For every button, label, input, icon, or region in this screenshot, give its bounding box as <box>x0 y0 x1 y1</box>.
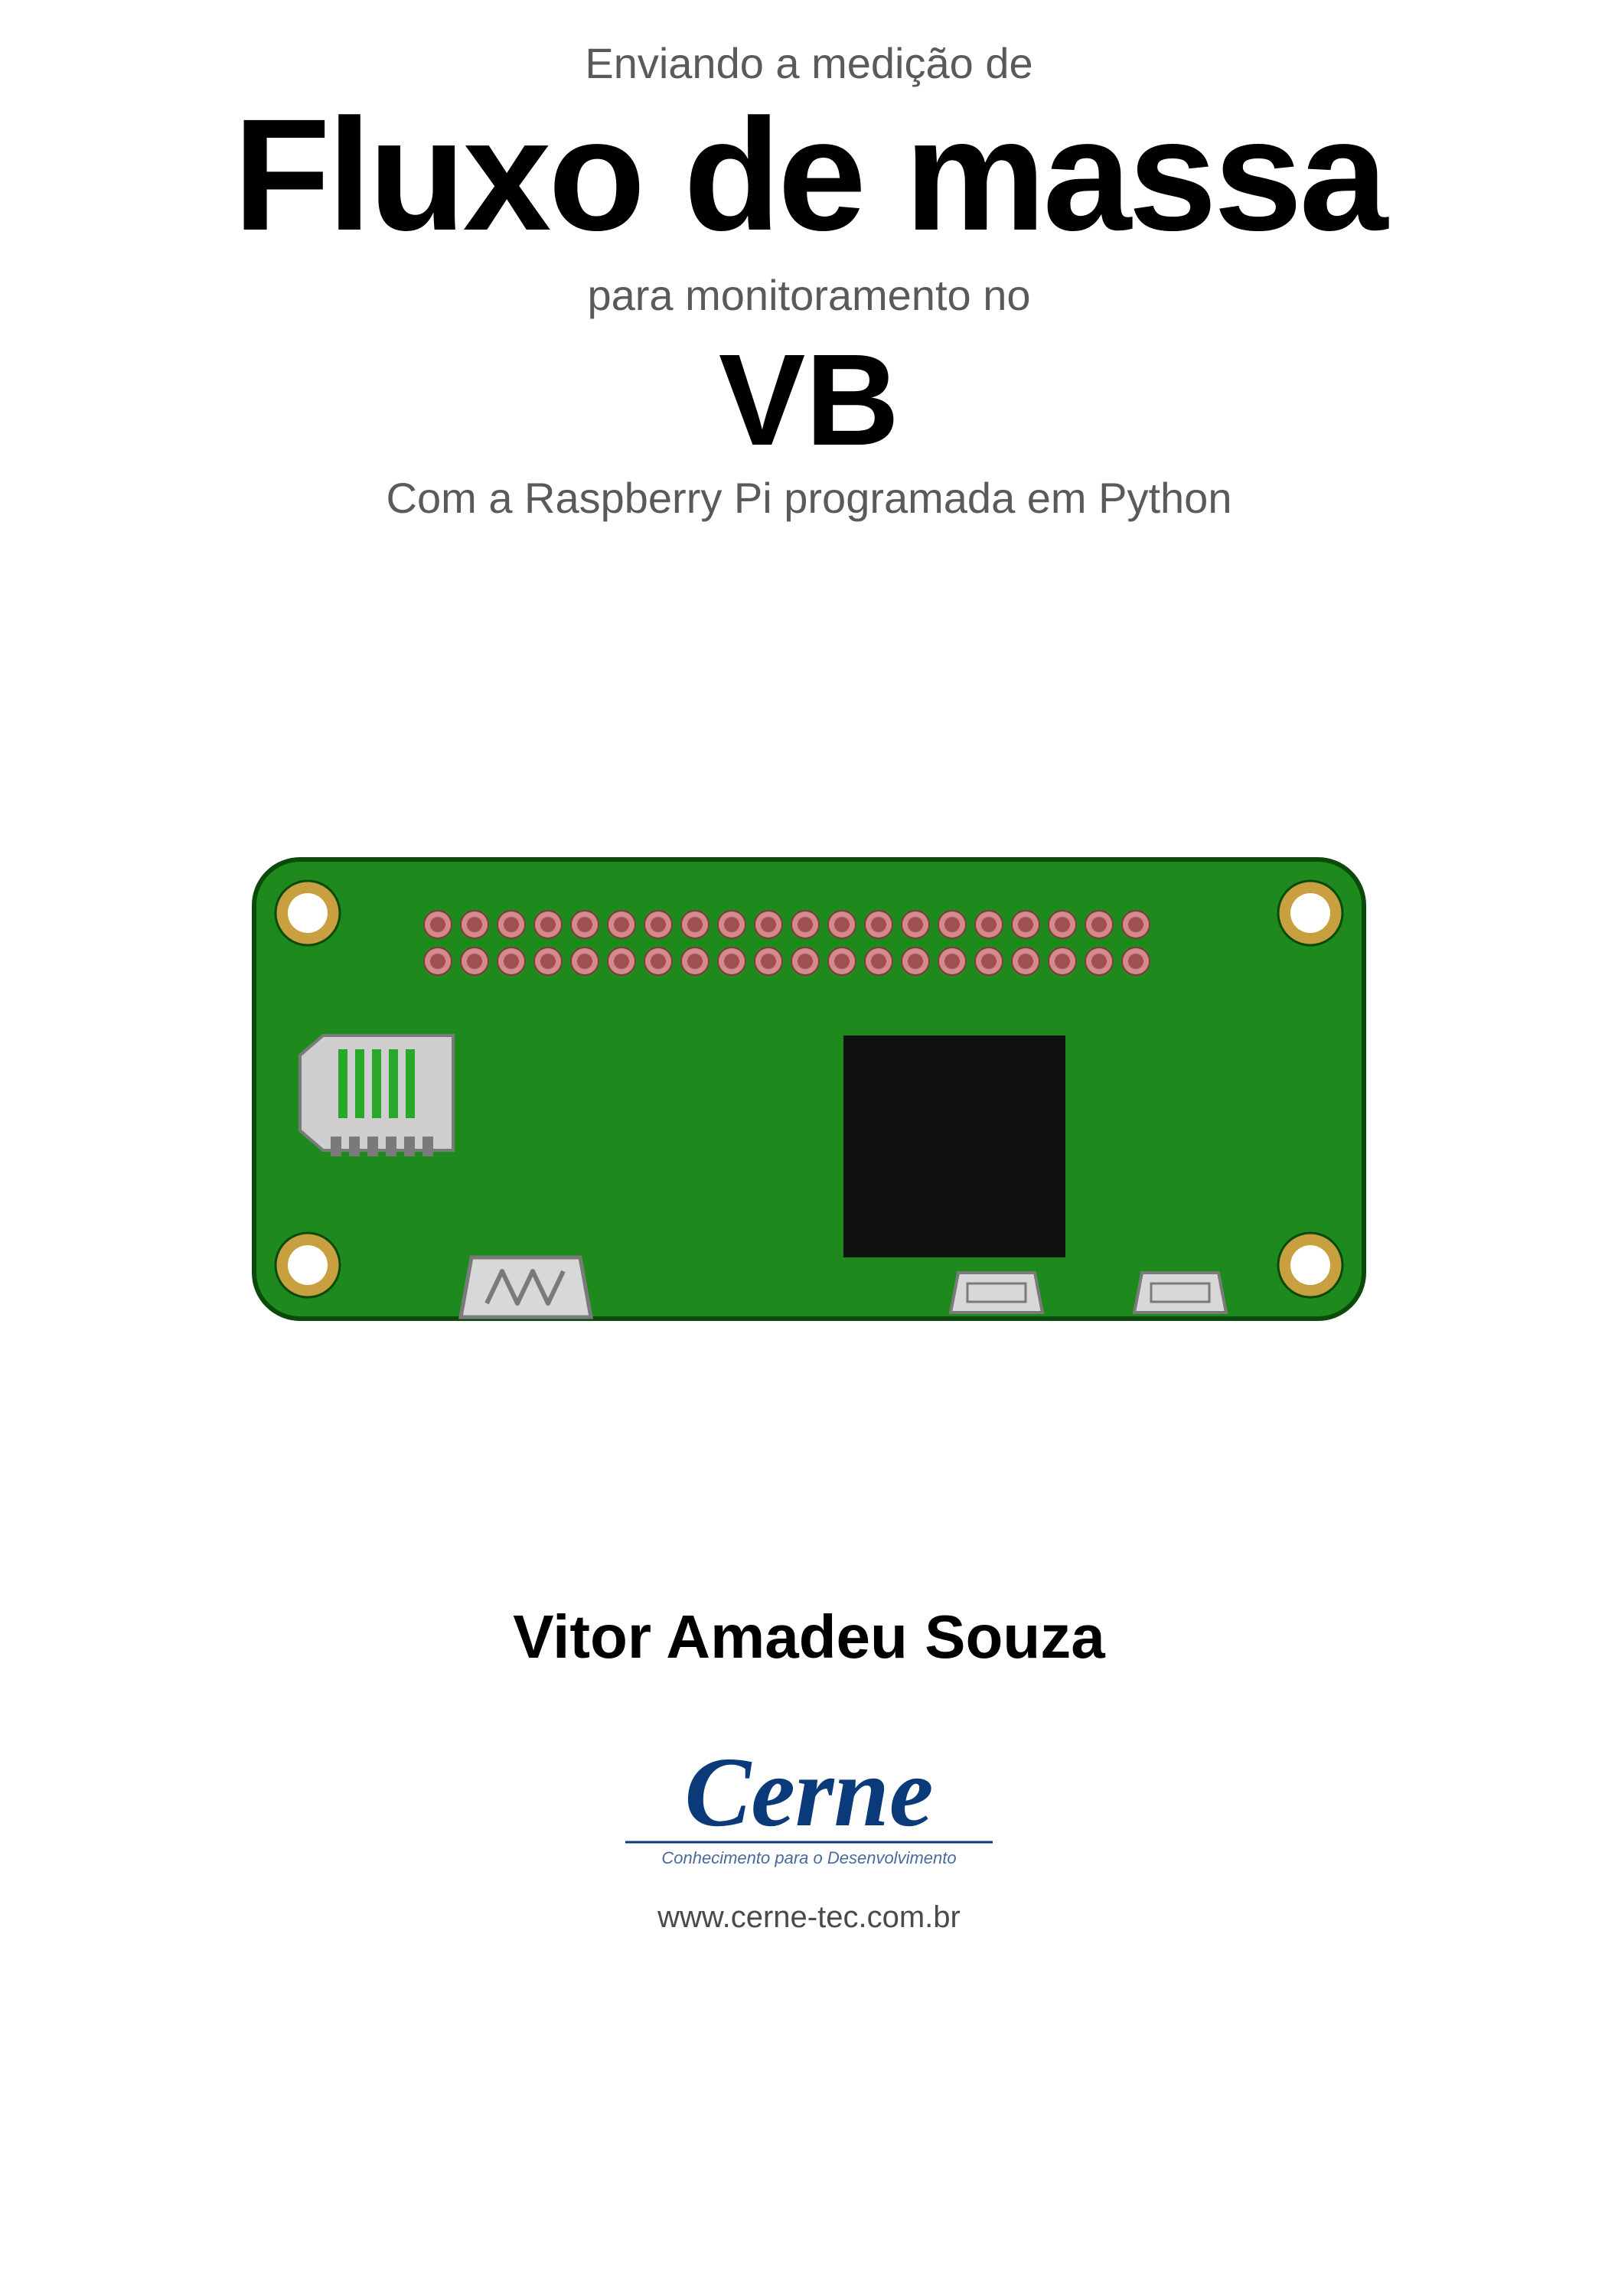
raspberry-pi-board-icon <box>239 844 1379 1334</box>
publisher-logo: CerneConhecimento para o Desenvolvimento <box>0 1741 1618 1894</box>
publisher-url: www.cerne-tec.com.br <box>0 1900 1618 1935</box>
mid-line: para monitoramento no <box>0 270 1618 320</box>
secondary-title: VB <box>0 335 1618 465</box>
svg-text:Cerne: Cerne <box>685 1741 934 1848</box>
subtitle: Com a Raspberry Pi programada em Python <box>0 473 1618 523</box>
cover-page: Enviando a medição de Fluxo de massa par… <box>0 0 1618 2296</box>
board-illustration-container <box>0 844 1618 1334</box>
main-title: Fluxo de massa <box>0 96 1618 255</box>
cerne-logo-icon: CerneConhecimento para o Desenvolvimento <box>595 1741 1023 1894</box>
author-name: Vitor Amadeu Souza <box>0 1602 1618 1672</box>
pretitle: Enviando a medição de <box>0 38 1618 88</box>
svg-text:Conhecimento para o Desenvolvi: Conhecimento para o Desenvolvimento <box>661 1848 956 1867</box>
